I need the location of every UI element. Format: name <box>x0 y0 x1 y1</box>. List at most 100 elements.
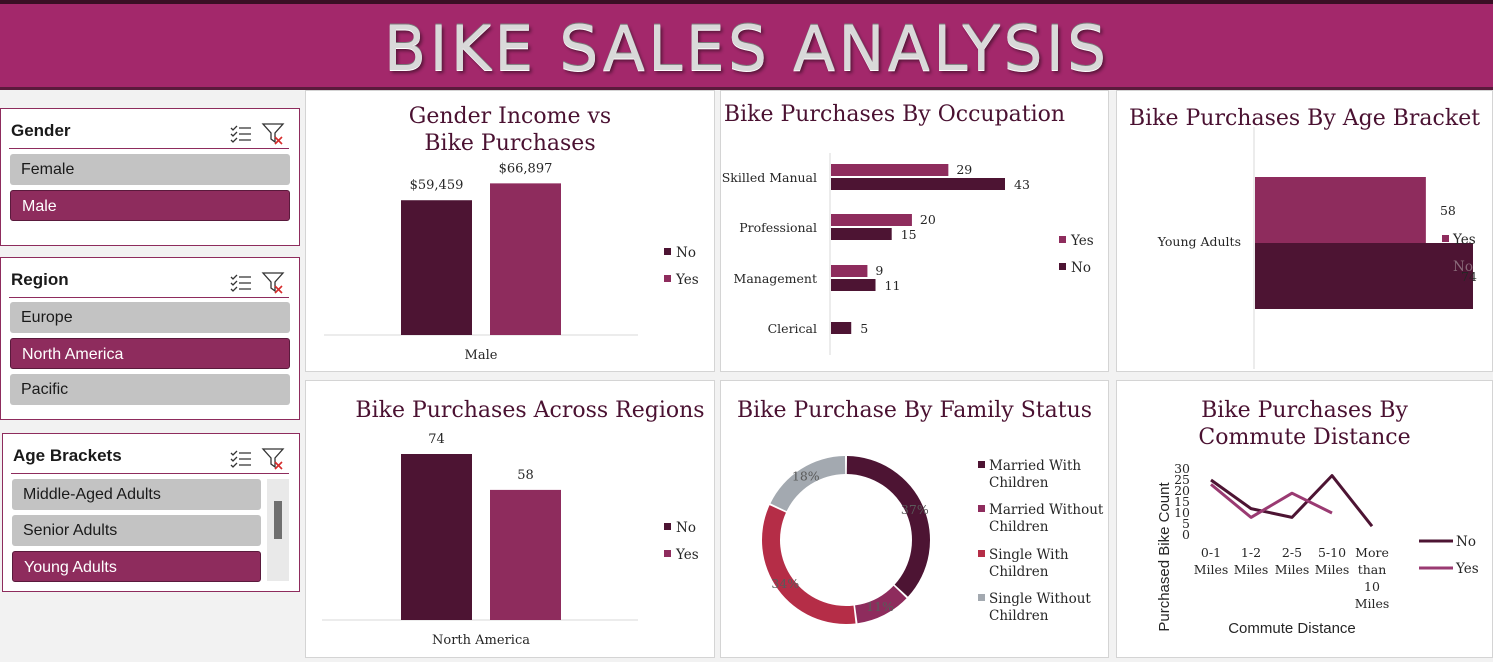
slicer-title: Gender <box>11 121 71 140</box>
y-axis-title: Purchased Bike Count <box>1156 482 1173 632</box>
slicer-item-north-america[interactable]: North America <box>10 338 290 369</box>
line-yes <box>1210 483 1333 519</box>
legend-label-line: Single Without <box>989 591 1091 607</box>
bar-no-skilled-manual <box>831 178 1005 190</box>
legend-swatch-no <box>1442 262 1449 269</box>
data-label-yes-management: 9 <box>875 263 883 278</box>
legend-label-line: Married Without <box>989 502 1104 518</box>
slice-single-without-children <box>770 456 846 512</box>
legend-swatch-yes <box>664 275 671 282</box>
legend-swatch-yes <box>1442 235 1449 242</box>
legend-swatch <box>978 505 985 512</box>
bar-no-management <box>831 279 876 291</box>
y-tick-label: 10 <box>1174 505 1190 520</box>
slicer-item-male[interactable]: Male <box>10 190 290 221</box>
data-label-yes: 58 <box>1440 203 1456 218</box>
donut-legend: Married With Children Married Without Chil… <box>978 458 1104 624</box>
y-tick-label: 0 <box>1182 527 1190 542</box>
slice-single-with-children <box>762 505 856 624</box>
slicer-header: Age Brackets <box>11 444 289 474</box>
legend-label-yes: Yes <box>675 547 699 563</box>
y-tick-label: 30 <box>1174 461 1190 476</box>
y-tick-label: 25 <box>1174 472 1190 487</box>
age-bracket-chart-card: Bike Purchases By Age Bracket Young Adul… <box>1116 90 1493 372</box>
family-status-chart-card: Bike Purchase By Family Status 37% 11% 3… <box>720 380 1109 658</box>
legend-label-married-with-children: Married With Children <box>989 458 1081 491</box>
legend-swatch-no <box>1059 263 1066 270</box>
clear-filter-icon[interactable] <box>261 448 285 470</box>
slicer-item-female[interactable]: Female <box>10 154 290 185</box>
slice-married-with-children <box>846 456 930 597</box>
legend-label-single-with-children: Single With Children <box>989 547 1069 580</box>
slice-label-single-without-children: 18% <box>792 469 820 484</box>
scrollbar-thumb[interactable] <box>274 501 282 539</box>
data-label-no-management: 11 <box>885 278 901 293</box>
bar-no <box>401 200 472 335</box>
data-label-no: $59,459 <box>410 178 464 193</box>
gender-slicer: Gender Female Male <box>0 108 300 246</box>
x-tick-label: Male <box>465 348 498 363</box>
bar-yes <box>490 489 561 620</box>
y-tick-label: Young Adults <box>1157 234 1241 249</box>
legend-label-no: No <box>1456 534 1476 550</box>
legend-label-no: No <box>1071 260 1091 276</box>
region-slicer: Region Europe North America Pacific <box>0 257 300 420</box>
data-label-no-professional: 15 <box>901 227 917 242</box>
x-tick-label-line: Miles <box>1315 562 1350 577</box>
slice-label-single-with-children: 34% <box>771 576 799 591</box>
legend-label-married-without-children: Married Without Children <box>989 502 1104 535</box>
chart-title: Bike Purchase By Family Status <box>736 398 1093 423</box>
slicer-item-middle-aged-adults[interactable]: Middle-Aged Adults <box>12 479 261 510</box>
legend-label-line: Children <box>989 519 1049 535</box>
data-label-no-skilled-manual: 43 <box>1014 177 1030 192</box>
gender-income-chart: $59,459 $66,897 Male No Yes <box>324 161 699 363</box>
occupation-chart-card: Bike Purchases By Occupation Skilled Man… <box>720 90 1109 372</box>
legend-swatch <box>978 550 985 557</box>
slicer-scrollbar[interactable] <box>267 479 289 581</box>
x-tick-label-line: Miles <box>1355 596 1390 611</box>
x-tick-label-line: Miles <box>1194 562 1229 577</box>
multi-select-icon[interactable] <box>230 125 251 143</box>
data-label-yes: $66,897 <box>499 161 553 176</box>
multi-select-icon[interactable] <box>230 450 251 468</box>
multi-select-icon[interactable] <box>230 274 251 292</box>
x-tick-label-line: More <box>1355 545 1389 560</box>
data-label-yes-professional: 20 <box>920 212 936 227</box>
clear-filter-icon[interactable] <box>261 272 285 294</box>
slicer-item-young-adults[interactable]: Young Adults <box>12 551 261 582</box>
bar-yes-skilled-manual <box>831 164 949 176</box>
bar-yes-young-adults <box>1255 177 1426 243</box>
legend-label-yes: Yes <box>675 272 699 288</box>
family-status-chart: 37% 11% 34% 18% Married With Children Mar… <box>762 456 1104 624</box>
y-axis-ticks: 0 5 10 15 20 25 30 <box>1174 461 1190 542</box>
x-tick-label: 2-5 Miles <box>1275 545 1310 577</box>
slicer-item-europe[interactable]: Europe <box>10 302 290 333</box>
legend-label-line: Children <box>989 608 1049 624</box>
clear-filter-icon[interactable] <box>261 123 285 145</box>
x-tick-label-line: than <box>1358 562 1387 577</box>
x-tick-label-line: 0-1 <box>1201 545 1221 560</box>
chart-title: Gender Income vs Bike Purchases <box>408 104 612 156</box>
slice-label-married-with-children: 37% <box>901 502 929 517</box>
x-tick-label: 5-10 Miles <box>1315 545 1350 577</box>
x-axis-ticks: 0-1 Miles 1-2 Miles 2-5 Miles 5-10 Miles Mor… <box>1194 545 1390 611</box>
legend-label-line: Children <box>989 564 1049 580</box>
slicer-header: Gender <box>9 119 289 149</box>
bar-yes-professional <box>831 214 912 226</box>
legend-label-line: Children <box>989 475 1049 491</box>
bar-no-clerical <box>831 322 852 334</box>
bar-no-professional <box>831 228 892 240</box>
legend-label-line: Single With <box>989 547 1069 563</box>
legend-label-no: No <box>676 245 696 261</box>
slicer-header-icons <box>230 272 285 294</box>
data-label-yes: 58 <box>517 468 534 483</box>
y-tick-label: 5 <box>1182 516 1190 531</box>
bar-yes-management <box>831 265 868 277</box>
bar-no <box>401 454 472 620</box>
slicer-item-senior-adults[interactable]: Senior Adults <box>12 515 261 546</box>
y-tick-label: Professional <box>739 220 817 235</box>
data-label-no: 74 <box>428 432 445 447</box>
slicer-item-pacific[interactable]: Pacific <box>10 374 290 405</box>
slicer-title: Age Brackets <box>13 446 122 465</box>
commute-chart-card: Bike Purchases By Commute Distance Purch… <box>1116 380 1493 658</box>
